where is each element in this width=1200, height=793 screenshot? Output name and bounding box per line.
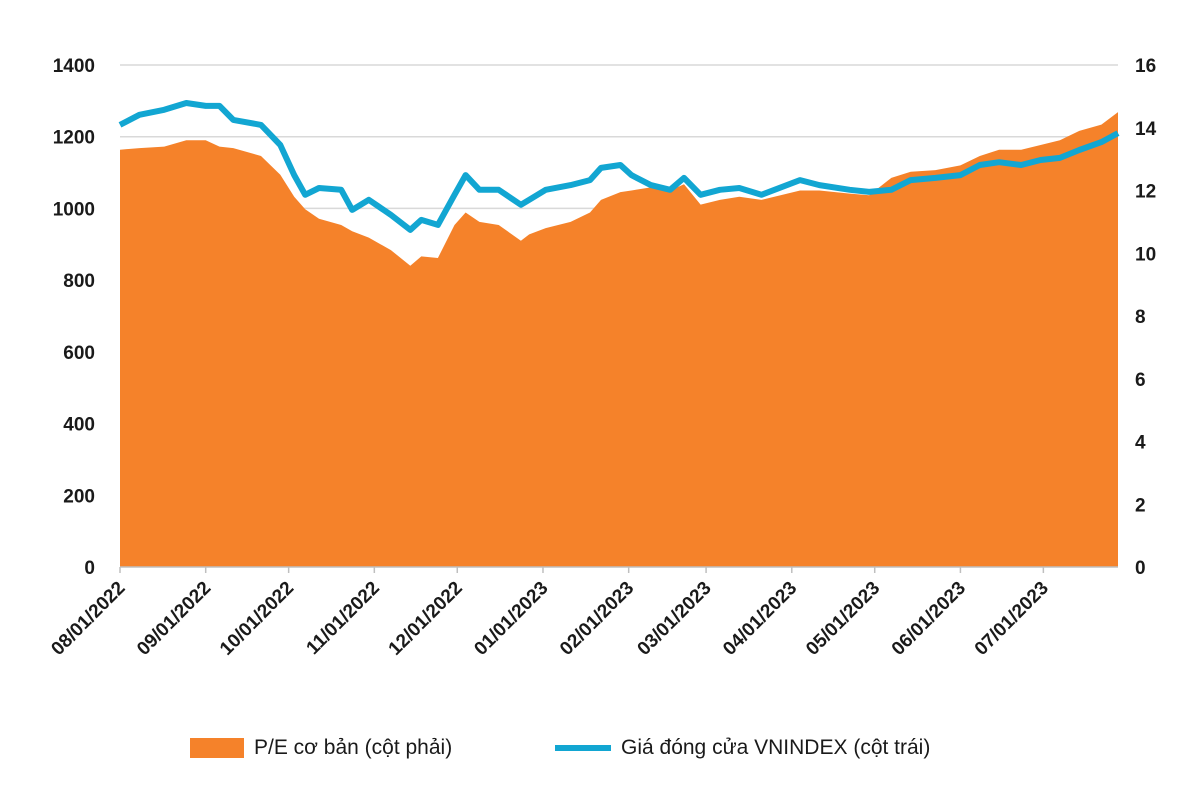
x-tick-label: 05/01/2023 bbox=[802, 578, 884, 660]
left-y-tick-label: 200 bbox=[63, 486, 95, 507]
left-y-tick-label: 1000 bbox=[53, 199, 95, 220]
pe-area-series bbox=[120, 112, 1118, 567]
legend-swatch-line bbox=[555, 745, 611, 751]
right-y-tick-label: 16 bbox=[1135, 56, 1156, 77]
x-tick-label: 01/01/2023 bbox=[470, 578, 552, 660]
right-y-tick-label: 0 bbox=[1135, 558, 1146, 579]
left-y-tick-label: 600 bbox=[63, 343, 95, 364]
right-y-tick-label: 14 bbox=[1135, 119, 1157, 140]
legend-item-vnindex: Giá đóng cửa VNINDEX (cột trái) bbox=[555, 728, 930, 768]
x-axis: 08/01/2022 09/01/2022 10/01/2022 11/01/2022… bbox=[47, 567, 1053, 660]
left-y-tick-label: 1400 bbox=[53, 56, 95, 77]
x-tick-label: 10/01/2022 bbox=[216, 578, 298, 660]
x-tick-label: 08/01/2022 bbox=[47, 578, 129, 660]
right-y-tick-label: 6 bbox=[1135, 370, 1146, 391]
legend-label-pe: P/E cơ bản (cột phải) bbox=[254, 736, 453, 759]
x-tick-label: 09/01/2022 bbox=[133, 578, 215, 660]
x-tick-label: 11/01/2022 bbox=[303, 578, 384, 659]
right-y-tick-label: 8 bbox=[1135, 307, 1146, 328]
legend-swatch-area bbox=[190, 738, 244, 758]
x-tick-label: 07/01/2023 bbox=[971, 578, 1053, 660]
vnindex-line-series bbox=[118, 100, 1120, 233]
right-y-tick-label: 12 bbox=[1135, 182, 1156, 203]
legend: P/E cơ bản (cột phải) Giá đóng cửa VNIND… bbox=[0, 728, 1200, 768]
left-y-axis: 0 200 400 600 800 1000 1200 1400 bbox=[53, 56, 95, 579]
left-y-tick-label: 1200 bbox=[53, 128, 95, 149]
x-tick-label: 12/01/2022 bbox=[385, 578, 467, 660]
x-tick-label: 04/01/2023 bbox=[719, 578, 801, 660]
legend-item-pe: P/E cơ bản (cột phải) bbox=[190, 728, 452, 768]
x-tick-label: 02/01/2023 bbox=[556, 578, 638, 660]
left-y-tick-label: 0 bbox=[84, 558, 95, 579]
left-y-tick-label: 800 bbox=[63, 271, 95, 292]
right-y-tick-label: 4 bbox=[1135, 433, 1146, 454]
right-y-tick-label: 10 bbox=[1135, 244, 1156, 265]
right-y-axis: 0 2 4 6 8 10 12 14 16 bbox=[1135, 56, 1157, 579]
legend-label-vnindex: Giá đóng cửa VNINDEX (cột trái) bbox=[621, 736, 931, 759]
x-tick-label: 06/01/2023 bbox=[888, 578, 970, 660]
right-y-tick-label: 2 bbox=[1135, 495, 1146, 516]
x-tick-label: 03/01/2023 bbox=[634, 578, 716, 660]
left-y-tick-label: 400 bbox=[63, 415, 95, 436]
